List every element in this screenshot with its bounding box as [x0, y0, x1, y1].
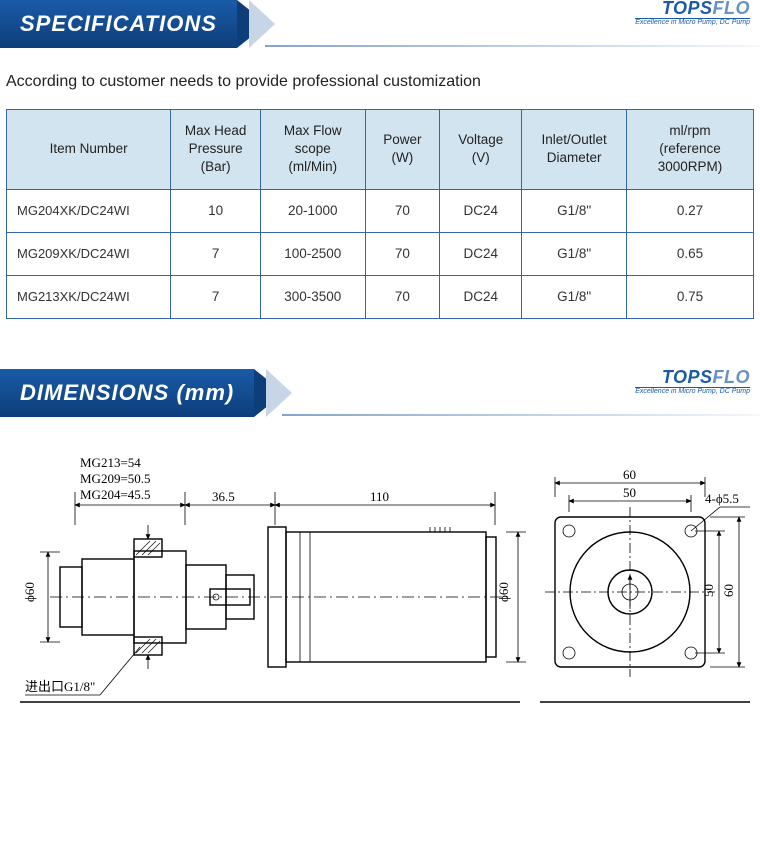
diagram-svg: MG213=54 MG209=50.5 MG204=45.5 36.5 110: [10, 447, 750, 727]
table-cell: 0.27: [626, 189, 753, 232]
brand-tagline: Excellence in Micro Pump, DC Pump: [635, 387, 750, 395]
spec-subtitle: According to customer needs to provide p…: [6, 73, 754, 91]
table-cell: 7: [171, 232, 261, 275]
brand-name: TOPSFLO: [635, 0, 750, 19]
spec-table: Item NumberMax Head Pressure (Bar)Max Fl…: [6, 109, 754, 319]
col-header: Inlet/Outlet Diameter: [522, 110, 627, 190]
spec-title: SPECIFICATIONS: [0, 0, 237, 48]
brand-logo: TOPSFLO Excellence in Micro Pump, DC Pum…: [635, 367, 750, 395]
note-mg204: MG204=45.5: [80, 487, 151, 502]
table-row: MG213XK/DC24WI7300-350070DC24G1/8"0.75: [7, 276, 754, 319]
table-cell: 10: [171, 189, 261, 232]
col-header: Max Head Pressure (Bar): [171, 110, 261, 190]
table-cell: G1/8": [522, 232, 627, 275]
table-cell: 70: [365, 276, 440, 319]
table-cell: MG209XK/DC24WI: [7, 232, 171, 275]
dim-phi60-mid: ϕ60: [496, 582, 511, 602]
dim-header: DIMENSIONS (mm) TOPSFLO Excellence in Mi…: [0, 369, 760, 417]
table-cell: 300-3500: [260, 276, 365, 319]
banner-arrow2-icon: [249, 0, 275, 48]
specifications-section: SPECIFICATIONS TOPSFLO Excellence in Mic…: [0, 0, 760, 319]
spec-header: SPECIFICATIONS TOPSFLO Excellence in Mic…: [0, 0, 760, 48]
dim-title: DIMENSIONS (mm): [0, 369, 254, 417]
brand-tagline: Excellence in Micro Pump, DC Pump: [635, 18, 750, 26]
dim-sq50-r: 50: [701, 584, 716, 597]
table-cell: 20-1000: [260, 189, 365, 232]
table-cell: 70: [365, 189, 440, 232]
brand-logo: TOPSFLO Excellence in Micro Pump, DC Pum…: [635, 0, 750, 26]
note-mg213: MG213=54: [80, 455, 141, 470]
table-cell: 0.65: [626, 232, 753, 275]
table-cell: G1/8": [522, 189, 627, 232]
dim-holes: 4-ϕ5.5: [705, 491, 739, 506]
table-row: MG204XK/DC24WI1020-100070DC24G1/8"0.27: [7, 189, 754, 232]
dim-sq60-r: 60: [721, 584, 736, 597]
dim-phi60-left: ϕ60: [22, 582, 37, 602]
col-header: Item Number: [7, 110, 171, 190]
dimension-diagram: MG213=54 MG209=50.5 MG204=45.5 36.5 110: [10, 447, 750, 727]
dim-sq50-top: 50: [623, 485, 636, 500]
col-header: ml/rpm (reference 3000RPM): [626, 110, 753, 190]
table-cell: DC24: [440, 189, 522, 232]
col-header: Max Flow scope (ml/Min): [260, 110, 365, 190]
port-label: 进出口G1/8": [25, 679, 95, 694]
table-cell: G1/8": [522, 276, 627, 319]
table-cell: MG213XK/DC24WI: [7, 276, 171, 319]
col-header: Voltage (V): [440, 110, 522, 190]
table-cell: 100-2500: [260, 232, 365, 275]
table-cell: MG204XK/DC24WI: [7, 189, 171, 232]
dim-110: 110: [370, 489, 389, 504]
col-header: Power (W): [365, 110, 440, 190]
brand-name: TOPSFLO: [635, 367, 750, 388]
table-cell: DC24: [440, 232, 522, 275]
dimensions-section: DIMENSIONS (mm) TOPSFLO Excellence in Mi…: [0, 369, 760, 727]
banner-rule: [265, 45, 760, 47]
banner-rule: [282, 414, 760, 416]
dim-sq60-top: 60: [623, 467, 636, 482]
table-cell: DC24: [440, 276, 522, 319]
banner-arrow2-icon: [266, 369, 292, 417]
table-cell: 7: [171, 276, 261, 319]
table-row: MG209XK/DC24WI7100-250070DC24G1/8"0.65: [7, 232, 754, 275]
table-cell: 0.75: [626, 276, 753, 319]
dim-36-5: 36.5: [212, 489, 235, 504]
note-mg209: MG209=50.5: [80, 471, 151, 486]
table-cell: 70: [365, 232, 440, 275]
